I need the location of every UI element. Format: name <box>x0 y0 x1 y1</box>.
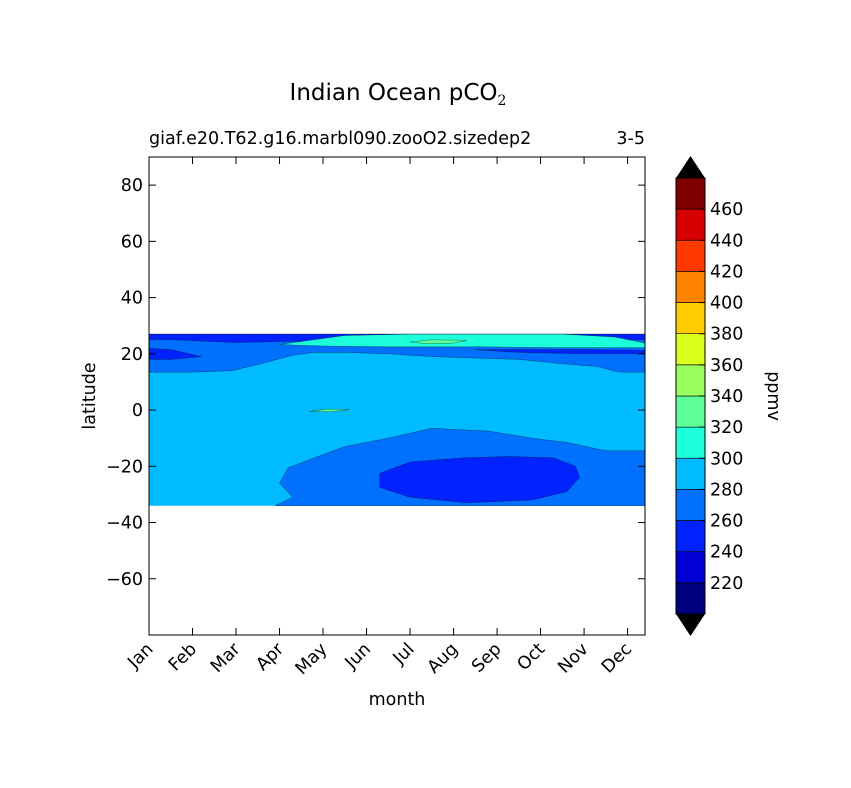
x-tick-label: Mar <box>207 639 245 677</box>
colorbar-segment <box>675 395 706 428</box>
x-tick-label: Nov <box>554 639 592 677</box>
x-tick-label: Jul <box>389 639 419 669</box>
colorbar-tick-label: 260 <box>710 512 743 532</box>
y-tick-label: −20 <box>106 457 143 477</box>
colorbar-tick-label: 400 <box>710 294 743 314</box>
y-tick-label: −60 <box>106 570 143 590</box>
colorbar-tick-label: 280 <box>710 480 743 500</box>
colorbar-segment <box>675 520 706 552</box>
chart-title-main: Indian Ocean pCO <box>290 80 498 106</box>
colorbar-label: ppmv <box>763 371 783 421</box>
chart-title-subscript: 2 <box>498 93 507 109</box>
contour-field <box>149 333 645 506</box>
colorbar-tick-label: 300 <box>710 449 743 469</box>
y-tick-label: −40 <box>106 514 143 534</box>
colorbar-segment <box>675 271 706 303</box>
y-tick-label: 80 <box>121 176 143 196</box>
colorbar-extend-bottom <box>676 614 705 636</box>
colorbar-tick-label: 380 <box>710 325 743 345</box>
colorbar-tick-label: 440 <box>710 231 743 251</box>
y-tick-label: 60 <box>121 232 143 252</box>
contour-north-band-240-260-b <box>149 348 202 360</box>
colorbar-segment <box>675 177 706 210</box>
x-tick-label: Dec <box>598 639 636 677</box>
x-tick-label: Aug <box>424 639 462 677</box>
x-tick-label: Jun <box>341 639 375 673</box>
y-tick-label: 40 <box>121 289 143 309</box>
colorbar-segment <box>675 364 706 397</box>
chart-subtitle-right: 3-5 <box>616 129 645 149</box>
colorbar-tick-label: 220 <box>710 574 743 594</box>
contour-south-240-260 <box>379 456 580 504</box>
x-tick-label: Oct <box>514 639 550 675</box>
colorbar-segment <box>675 302 706 335</box>
y-tick-label: 0 <box>132 401 143 421</box>
colorbar-segment <box>675 208 706 241</box>
colorbar-segment <box>675 426 706 459</box>
x-tick-label: Sep <box>468 639 505 676</box>
colorbar-segment <box>675 333 706 366</box>
colorbar-tick-label: 320 <box>710 418 743 438</box>
colorbar: 220 240 260 280 300 320 340 360 380 400 420 440 460 <box>675 156 743 636</box>
colorbar-tick-label: 240 <box>710 543 743 563</box>
colorbar-tick-label: 340 <box>710 387 743 407</box>
x-tick-label: May <box>292 639 332 679</box>
chart-title: Indian Ocean pCO2 <box>290 80 507 109</box>
contour-islet-320-340 <box>410 339 467 344</box>
colorbar-extend-top <box>676 156 705 178</box>
contour-islet-320-340-b <box>309 408 350 412</box>
colorbar-segment <box>675 582 706 615</box>
colorbar-segment <box>675 457 706 490</box>
colorbar-segment <box>675 551 706 584</box>
colorbar-segment <box>675 240 706 272</box>
x-tick-label: Jan <box>124 639 158 673</box>
x-axis-label: month <box>369 690 426 710</box>
x-tick-label: Apr <box>252 639 288 675</box>
y-axis: 80 60 40 20 0 −20 −40 −60 <box>106 176 645 590</box>
colorbar-segment <box>675 489 706 521</box>
colorbar-tick-label: 360 <box>710 356 743 376</box>
contour-north-band-240-260-c <box>475 349 645 355</box>
colorbar-tick-label: 460 <box>710 200 743 220</box>
plot-frame <box>148 156 646 636</box>
x-tick-label: Feb <box>165 639 201 675</box>
y-tick-label: 20 <box>121 345 143 365</box>
colorbar-tick-label: 420 <box>710 262 743 282</box>
y-axis-label: latitude <box>80 362 100 429</box>
chart-subtitle-left: giaf.e20.T62.g16.marbl090.zooO2.sizedep2 <box>149 129 531 149</box>
